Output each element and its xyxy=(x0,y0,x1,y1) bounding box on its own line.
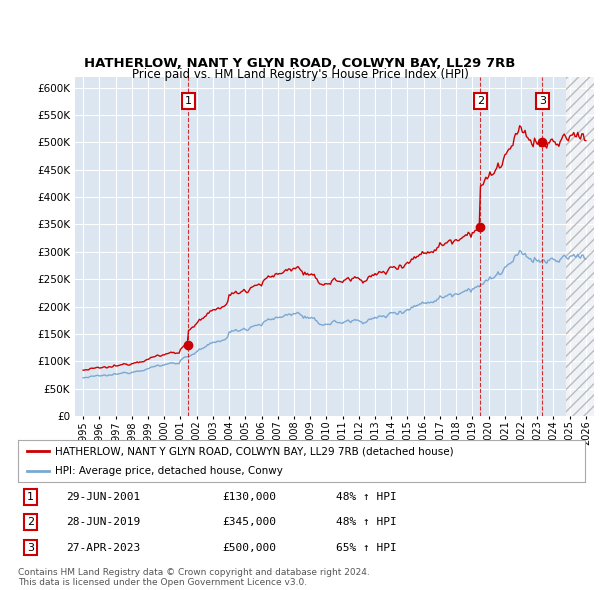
Text: 2: 2 xyxy=(27,517,34,527)
Text: 48% ↑ HPI: 48% ↑ HPI xyxy=(335,492,396,502)
Text: 1: 1 xyxy=(27,492,34,502)
Text: This data is licensed under the Open Government Licence v3.0.: This data is licensed under the Open Gov… xyxy=(18,578,307,587)
Bar xyxy=(566,77,594,416)
Bar xyxy=(566,77,594,416)
Text: Contains HM Land Registry data © Crown copyright and database right 2024.: Contains HM Land Registry data © Crown c… xyxy=(18,568,370,577)
Text: HATHERLOW, NANT Y GLYN ROAD, COLWYN BAY, LL29 7RB: HATHERLOW, NANT Y GLYN ROAD, COLWYN BAY,… xyxy=(85,57,515,70)
Text: 3: 3 xyxy=(539,96,546,106)
Text: 29-JUN-2001: 29-JUN-2001 xyxy=(66,492,140,502)
Text: 28-JUN-2019: 28-JUN-2019 xyxy=(66,517,140,527)
Text: 48% ↑ HPI: 48% ↑ HPI xyxy=(335,517,396,527)
Text: HPI: Average price, detached house, Conwy: HPI: Average price, detached house, Conw… xyxy=(55,467,283,476)
Text: 2: 2 xyxy=(477,96,484,106)
Text: 3: 3 xyxy=(27,543,34,552)
Text: £500,000: £500,000 xyxy=(222,543,276,552)
Text: 1: 1 xyxy=(185,96,192,106)
Text: £130,000: £130,000 xyxy=(222,492,276,502)
Text: £345,000: £345,000 xyxy=(222,517,276,527)
Text: Price paid vs. HM Land Registry's House Price Index (HPI): Price paid vs. HM Land Registry's House … xyxy=(131,68,469,81)
Text: 27-APR-2023: 27-APR-2023 xyxy=(66,543,140,552)
Text: 65% ↑ HPI: 65% ↑ HPI xyxy=(335,543,396,552)
Text: HATHERLOW, NANT Y GLYN ROAD, COLWYN BAY, LL29 7RB (detached house): HATHERLOW, NANT Y GLYN ROAD, COLWYN BAY,… xyxy=(55,447,454,457)
